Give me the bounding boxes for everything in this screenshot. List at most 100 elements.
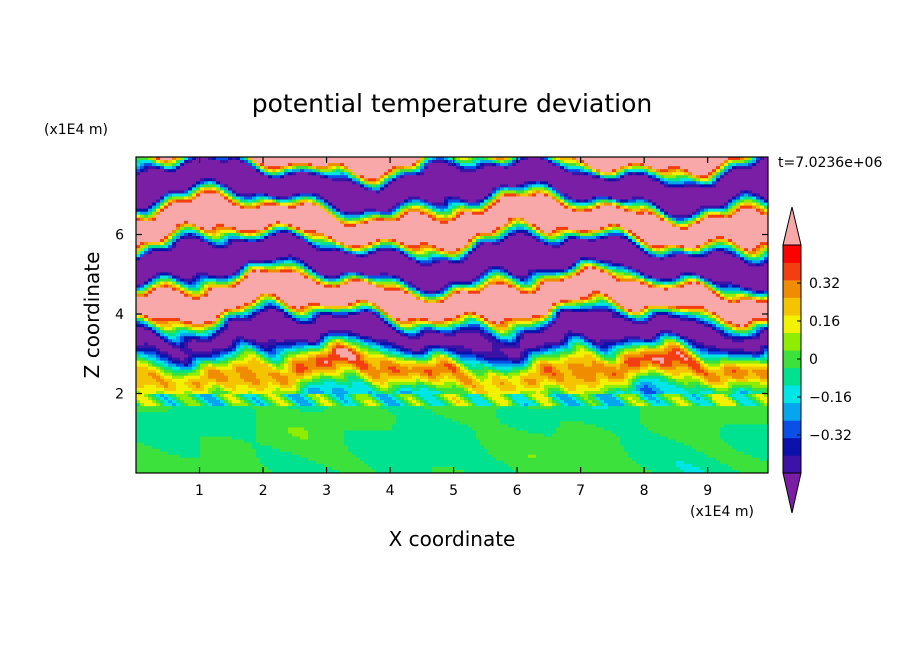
field-cell bbox=[276, 202, 281, 207]
field-cell bbox=[600, 163, 605, 167]
field-cell bbox=[376, 196, 381, 201]
field-cell bbox=[408, 178, 413, 182]
field-cell bbox=[208, 172, 213, 176]
field-cell bbox=[556, 169, 561, 173]
field-cell bbox=[220, 211, 225, 216]
field-cell bbox=[428, 163, 433, 167]
field-cell bbox=[532, 160, 537, 164]
field-cell bbox=[588, 178, 593, 182]
field-cell bbox=[136, 199, 141, 204]
field-cell bbox=[760, 181, 765, 185]
field-cell bbox=[240, 184, 245, 188]
field-cell bbox=[624, 178, 629, 182]
field-cell bbox=[748, 193, 753, 198]
field-cell bbox=[372, 181, 377, 185]
field-cell bbox=[540, 178, 545, 182]
field-cell bbox=[224, 166, 229, 170]
field-cell bbox=[412, 187, 417, 192]
field-cell bbox=[448, 163, 453, 167]
field-cell bbox=[324, 193, 329, 198]
field-cell bbox=[760, 163, 765, 167]
field-cell bbox=[500, 178, 505, 182]
field-cell bbox=[440, 202, 445, 207]
field-cell bbox=[264, 184, 269, 188]
field-cell bbox=[600, 217, 605, 222]
field-cell bbox=[752, 169, 757, 173]
field-cell bbox=[168, 178, 173, 182]
field-cell bbox=[540, 169, 545, 173]
field-cell bbox=[352, 166, 357, 170]
field-cell bbox=[440, 157, 445, 161]
field-cell bbox=[728, 184, 733, 188]
field-cell bbox=[416, 214, 421, 219]
field-cell bbox=[316, 163, 321, 167]
field-cell bbox=[500, 220, 505, 225]
field-cell bbox=[560, 178, 565, 182]
field-cell bbox=[628, 193, 633, 198]
field-cell bbox=[684, 217, 689, 222]
field-cell bbox=[260, 184, 265, 188]
field-cell bbox=[184, 193, 189, 198]
field-cell bbox=[732, 181, 737, 185]
field-cell bbox=[764, 211, 768, 216]
field-cell bbox=[544, 202, 549, 207]
field-cell bbox=[240, 220, 245, 225]
field-cell bbox=[316, 157, 321, 161]
field-cell bbox=[248, 178, 253, 182]
field-cell bbox=[444, 166, 449, 170]
field-cell bbox=[388, 175, 393, 179]
field-cell bbox=[512, 181, 517, 185]
field-cell bbox=[660, 193, 665, 198]
field-cell bbox=[376, 163, 381, 167]
field-cell bbox=[540, 184, 545, 188]
field-cell bbox=[392, 166, 397, 170]
field-cell bbox=[156, 193, 161, 198]
field-cell bbox=[632, 169, 637, 173]
field-cell bbox=[724, 202, 729, 207]
field-cell bbox=[528, 172, 533, 176]
field-cell bbox=[400, 196, 405, 201]
field-cell bbox=[268, 214, 273, 219]
field-cell bbox=[304, 217, 309, 222]
field-cell bbox=[660, 217, 665, 222]
field-cell bbox=[536, 217, 541, 222]
field-cell bbox=[396, 196, 401, 201]
field-cell bbox=[532, 181, 537, 185]
field-cell bbox=[512, 199, 517, 204]
field-cell bbox=[612, 157, 617, 161]
field-cell bbox=[440, 214, 445, 219]
field-cell bbox=[576, 214, 581, 219]
field-cell bbox=[548, 157, 553, 161]
field-cell bbox=[416, 196, 421, 201]
field-cell bbox=[200, 184, 205, 188]
field-cell bbox=[592, 175, 597, 179]
field-cell bbox=[756, 187, 761, 192]
field-cell bbox=[640, 208, 645, 213]
field-cell bbox=[648, 187, 653, 192]
field-cell bbox=[140, 217, 145, 222]
field-cell bbox=[592, 202, 597, 207]
field-cell bbox=[388, 217, 393, 222]
field-cell bbox=[668, 205, 673, 210]
field-cell bbox=[632, 199, 637, 204]
field-cell bbox=[624, 181, 629, 185]
field-cell bbox=[176, 178, 181, 182]
field-cell bbox=[308, 205, 313, 210]
field-cell bbox=[344, 205, 349, 210]
field-cell bbox=[228, 166, 233, 170]
field-cell bbox=[744, 214, 749, 219]
field-cell bbox=[408, 184, 413, 188]
field-cell bbox=[252, 217, 257, 222]
field-cell bbox=[496, 193, 501, 198]
field-cell bbox=[160, 184, 165, 188]
field-cell bbox=[332, 217, 337, 222]
field-cell bbox=[448, 178, 453, 182]
field-cell bbox=[220, 202, 225, 207]
field-cell bbox=[412, 166, 417, 170]
field-cell bbox=[264, 202, 269, 207]
field-cell bbox=[560, 160, 565, 164]
field-cell bbox=[564, 220, 569, 225]
field-cell bbox=[532, 220, 537, 225]
field-cell bbox=[356, 220, 361, 225]
field-cell bbox=[180, 181, 185, 185]
